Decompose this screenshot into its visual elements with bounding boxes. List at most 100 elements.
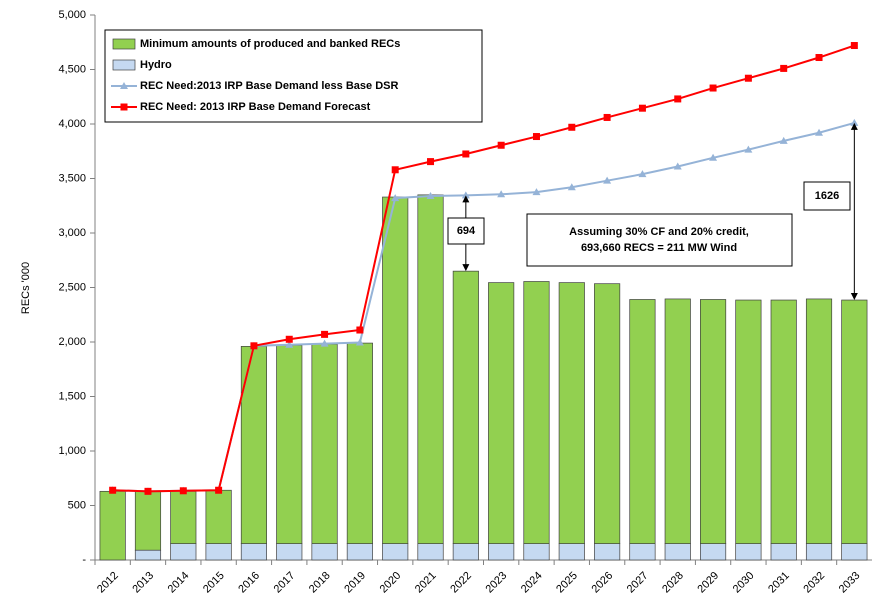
bar [664,298,691,545]
line-marker [109,486,117,494]
line-marker [673,162,682,170]
line-marker [427,158,435,166]
line-marker [120,103,128,111]
bar [205,543,232,561]
bar [770,543,797,561]
legend-label: Hydro [140,59,172,71]
y-tick-label: 3,000 [58,227,86,239]
line-marker [497,190,506,198]
bar [664,543,691,561]
legend-box [104,29,483,123]
line-marker [850,118,859,126]
line-marker [144,487,152,495]
line-marker [567,183,576,191]
annotation: 1626 [815,190,839,202]
bar [311,543,338,561]
x-tick-label: 2013 [130,570,156,596]
bar [770,299,797,545]
annotation: Assuming 30% CF and 20% credit, [569,226,749,238]
x-tick-label: 2023 [484,570,510,596]
bar [523,281,550,544]
bar [205,489,232,544]
line-marker [285,335,293,343]
legend-label: Minimum amounts of produced and banked R… [140,38,400,50]
arrow-head [850,293,858,301]
bar [700,299,727,544]
legend-swatch [112,59,136,71]
line-marker [532,133,540,141]
bar [735,543,762,561]
x-tick-label: 2032 [801,570,827,596]
line-marker [179,487,187,495]
line-marker [568,123,576,131]
x-tick-label: 2017 [272,570,298,596]
y-tick-label: 4,500 [58,63,86,75]
line-marker [391,166,399,174]
line-marker [356,326,364,334]
legend-label: REC Need: 2013 IRP Base Demand Forecast [140,101,371,113]
line-marker [780,64,788,72]
bar [134,549,162,561]
bar [346,543,373,561]
x-tick-label: 2027 [625,570,651,596]
bar [452,270,479,544]
line-marker [320,339,329,347]
bar [841,299,868,545]
line-marker [779,136,788,144]
line-marker [603,113,611,121]
bar [99,490,126,561]
annotation: 694 [457,225,476,237]
x-tick-label: 2022 [448,570,474,596]
x-tick-label: 2033 [837,570,863,596]
x-tick-label: 2012 [95,570,121,596]
annotation-box [526,213,793,267]
x-tick-label: 2020 [378,570,404,596]
x-tick-label: 2014 [166,570,192,596]
y-tick-label: 1,000 [58,445,86,457]
y-tick-label: 2,500 [58,281,86,293]
bar [488,543,515,561]
bar [805,543,833,561]
bar [841,543,868,561]
bar [735,299,762,545]
line-marker [250,342,258,350]
bar [594,543,621,561]
annotation: 693,660 RECS = 211 MW Wind [581,242,737,254]
line-marker [120,82,128,89]
arrow-head [462,264,470,272]
arrow-head [850,122,858,130]
bar [276,344,303,544]
line-marker [215,486,223,494]
x-tick-label: 2021 [413,570,439,596]
bar [276,543,303,561]
legend-swatch [112,38,136,50]
x-tick-label: 2028 [660,570,686,596]
bar [240,346,267,544]
x-tick-label: 2026 [589,570,615,596]
x-tick-label: 2019 [342,570,368,596]
bar [452,543,479,561]
line-marker [638,170,647,178]
annotation-box [803,181,851,211]
bar [523,543,550,561]
x-tick-label: 2030 [731,570,757,596]
bar [134,490,162,551]
y-tick-label: 4,000 [58,118,86,130]
bar [629,543,656,561]
line-marker [744,74,752,82]
line-marker [850,42,858,50]
bar [629,299,656,544]
bar [805,298,833,545]
line-marker [709,153,718,161]
x-tick-label: 2016 [236,570,262,596]
bar [311,343,338,544]
x-tick-label: 2018 [307,570,333,596]
arrow-head [462,195,470,203]
bar [346,342,373,544]
annotation-box [447,217,485,245]
bar [417,194,444,544]
line-marker [815,54,823,62]
y-tick-label: - [82,554,86,566]
bar [700,543,727,561]
bar [240,543,267,561]
